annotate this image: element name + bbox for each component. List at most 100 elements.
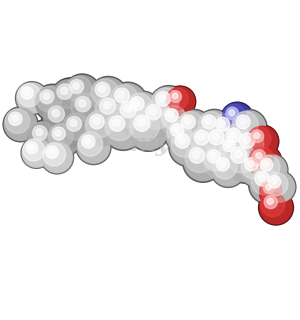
Circle shape: [85, 110, 121, 146]
Circle shape: [75, 96, 91, 112]
Circle shape: [174, 126, 180, 132]
Circle shape: [70, 120, 77, 126]
Circle shape: [159, 94, 166, 101]
Circle shape: [245, 158, 258, 171]
Circle shape: [110, 116, 125, 131]
Circle shape: [226, 143, 256, 173]
Circle shape: [268, 176, 281, 188]
Circle shape: [212, 154, 244, 186]
Circle shape: [219, 136, 242, 159]
Circle shape: [22, 139, 51, 167]
Circle shape: [234, 150, 242, 158]
Circle shape: [130, 111, 159, 141]
Circle shape: [16, 82, 49, 115]
Circle shape: [21, 137, 52, 168]
Circle shape: [50, 78, 91, 118]
Circle shape: [36, 129, 43, 136]
Circle shape: [236, 115, 250, 129]
Circle shape: [48, 106, 64, 122]
Circle shape: [212, 114, 238, 140]
Circle shape: [175, 133, 190, 148]
Circle shape: [188, 124, 227, 163]
Text: my: my: [130, 132, 170, 156]
Circle shape: [62, 112, 98, 148]
Circle shape: [52, 127, 65, 140]
Circle shape: [70, 80, 84, 93]
Circle shape: [193, 151, 200, 158]
Circle shape: [57, 84, 72, 99]
Circle shape: [110, 84, 146, 119]
Circle shape: [230, 109, 267, 146]
Circle shape: [249, 165, 287, 204]
Circle shape: [253, 150, 266, 163]
Circle shape: [77, 131, 110, 163]
Circle shape: [226, 128, 241, 143]
Circle shape: [130, 97, 144, 111]
Circle shape: [111, 84, 138, 112]
Circle shape: [208, 130, 224, 145]
Circle shape: [73, 83, 80, 89]
Circle shape: [26, 120, 65, 158]
Circle shape: [67, 116, 81, 131]
Circle shape: [239, 153, 274, 188]
Circle shape: [124, 105, 131, 113]
Circle shape: [264, 196, 278, 209]
Circle shape: [46, 146, 58, 158]
Circle shape: [66, 76, 92, 102]
Circle shape: [149, 108, 157, 115]
Circle shape: [53, 80, 81, 109]
Circle shape: [165, 86, 196, 117]
Circle shape: [151, 87, 187, 123]
Circle shape: [235, 128, 272, 166]
Circle shape: [12, 115, 18, 121]
Circle shape: [40, 90, 54, 104]
Circle shape: [134, 115, 150, 131]
Circle shape: [65, 76, 99, 109]
Circle shape: [260, 158, 273, 171]
Circle shape: [258, 174, 265, 181]
Circle shape: [108, 82, 147, 121]
Circle shape: [190, 127, 218, 154]
Circle shape: [258, 177, 289, 208]
Circle shape: [196, 109, 233, 146]
Circle shape: [207, 150, 220, 163]
Circle shape: [26, 142, 38, 154]
Circle shape: [79, 100, 86, 107]
Circle shape: [212, 133, 219, 140]
Circle shape: [250, 167, 286, 203]
Circle shape: [52, 109, 60, 117]
Circle shape: [271, 178, 277, 184]
Circle shape: [43, 143, 66, 166]
Circle shape: [223, 139, 235, 152]
Circle shape: [246, 125, 279, 158]
Circle shape: [205, 126, 233, 154]
Circle shape: [170, 91, 182, 102]
Circle shape: [226, 107, 239, 120]
Circle shape: [249, 146, 281, 178]
Circle shape: [202, 115, 216, 129]
Circle shape: [225, 142, 231, 148]
Circle shape: [94, 93, 134, 132]
Circle shape: [230, 131, 237, 138]
Circle shape: [203, 146, 235, 178]
Circle shape: [165, 118, 200, 153]
Circle shape: [226, 142, 265, 181]
Circle shape: [98, 85, 106, 92]
Circle shape: [221, 102, 254, 135]
Circle shape: [172, 93, 178, 99]
Circle shape: [152, 88, 179, 115]
Circle shape: [198, 112, 224, 137]
Circle shape: [261, 192, 285, 217]
Circle shape: [255, 171, 270, 186]
Circle shape: [189, 148, 205, 163]
Circle shape: [46, 122, 81, 156]
Circle shape: [9, 112, 22, 125]
Circle shape: [210, 153, 216, 159]
Circle shape: [205, 118, 212, 124]
Circle shape: [161, 105, 193, 137]
Circle shape: [177, 111, 211, 145]
Circle shape: [28, 122, 56, 149]
Circle shape: [118, 91, 125, 98]
Circle shape: [103, 110, 144, 150]
Circle shape: [137, 118, 145, 126]
